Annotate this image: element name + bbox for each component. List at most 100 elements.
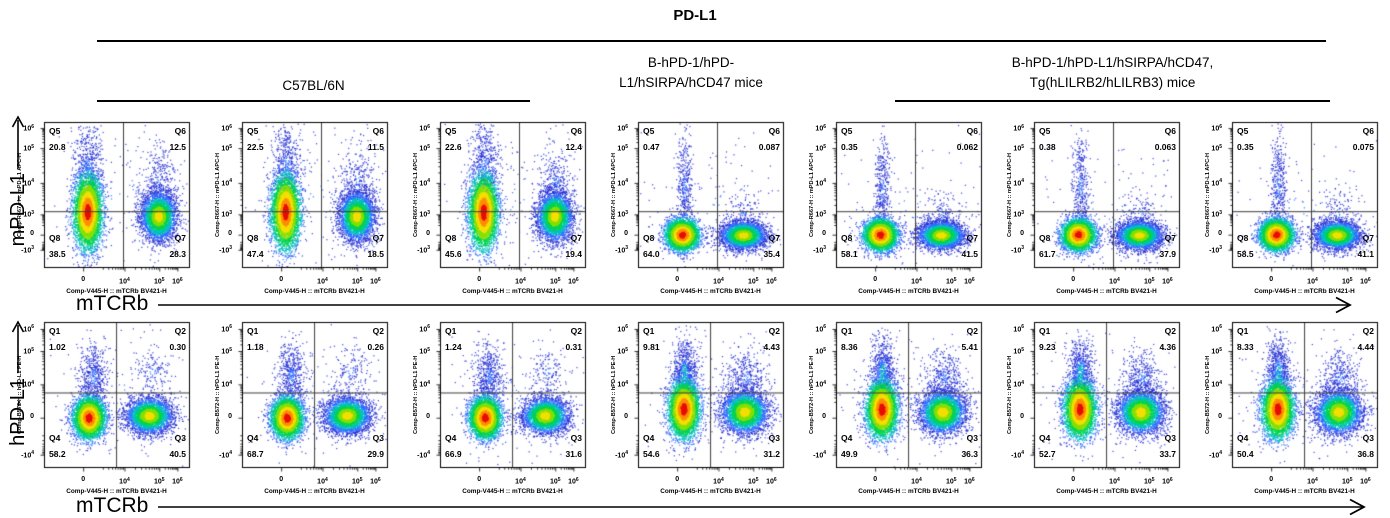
- quadrant-Q1: Q1 8.33: [1237, 326, 1254, 352]
- quadrant-Q4: Q4 54.6: [643, 433, 660, 459]
- quadrant-label: Q6: [768, 126, 780, 136]
- quadrant-value: 37.9: [1159, 249, 1176, 259]
- x-axis-caption: Comp-V445-H :: mTCRb BV421-H: [66, 288, 167, 295]
- quadrant-Q2: Q2 4.43: [720, 326, 780, 352]
- group-header-c57bl6n: C57BL/6N: [97, 76, 530, 96]
- quadrant-Q7: Q7 18.5: [324, 233, 384, 259]
- quadrant-Q8: Q8 58.1: [841, 233, 858, 259]
- y-tick-label: 105: [419, 143, 430, 153]
- quadrant-value: 40.5: [169, 449, 186, 459]
- quadrant-Q4: Q4 58.2: [49, 433, 66, 459]
- quadrant-value: 31.2: [763, 449, 780, 459]
- group-underline: [97, 100, 530, 102]
- x-tick-label: 105: [945, 476, 957, 486]
- quadrant-label: Q7: [1164, 233, 1176, 243]
- y-tick-label: 105: [617, 143, 628, 153]
- y-tick-label: 104: [617, 178, 628, 188]
- quadrant-Q2: Q2 0.30: [126, 326, 186, 352]
- y-tick-label: 0: [426, 229, 430, 237]
- scatter-canvas: [632, 320, 790, 474]
- x-tick-label: 106: [1162, 276, 1173, 286]
- scatter-canvas: [1226, 320, 1384, 474]
- y-tick-label: 0: [1020, 229, 1024, 237]
- x-tick-label: 0: [279, 476, 284, 483]
- scatter-canvas: [1028, 120, 1186, 274]
- x-tick-label: 104: [119, 276, 130, 286]
- x-tick-label: 105: [1341, 476, 1353, 486]
- quadrant-value: 8.36: [841, 342, 858, 352]
- quadrant-label: Q4: [1039, 433, 1051, 443]
- scatter-canvas: [1028, 320, 1186, 474]
- flow-plot: Comp-B572-H :: hPD-L1 PE-H 106 105 104 0 -104…: [0, 318, 198, 496]
- y-axis-caption: Comp-B572-H :: hPD-L1 PE-H: [1205, 355, 1211, 434]
- scatter-canvas: [830, 120, 988, 274]
- row1-y-axis-label: mPD-L1: [3, 115, 33, 273]
- group-header-line: B-hPD-1/hPD-L1/hSIRPA/hCD47,: [1011, 55, 1214, 70]
- quadrant-label: Q3: [372, 433, 384, 443]
- y-tick-label: -104: [1209, 450, 1222, 459]
- x-tick-label: 104: [317, 276, 328, 286]
- x-tick-label: 104: [713, 276, 724, 286]
- quadrant-Q3: Q3 29.9: [324, 433, 384, 459]
- x-tick-label: 106: [370, 476, 381, 486]
- quadrant-value: 0.38: [1039, 142, 1056, 152]
- quadrant-label: Q2: [966, 326, 978, 336]
- y-tick-label: 104: [221, 379, 232, 389]
- y-tick-label: 106: [419, 123, 430, 133]
- quadrant-value: 5.41: [961, 342, 978, 352]
- y-tick-label: -103: [417, 245, 430, 255]
- quadrant-value: 45.6: [445, 249, 462, 259]
- x-tick-label: 104: [317, 476, 328, 486]
- x-tick-label: 105: [1341, 276, 1353, 286]
- x-axis-caption: Comp-V445-H :: mTCRb BV421-H: [1254, 488, 1355, 495]
- flow-plot: Comp-B572-H :: hPD-L1 PE-H 106 105 104 0 -104…: [198, 318, 396, 496]
- quadrant-value: 1.24: [445, 342, 462, 352]
- quadrant-value: 19.4: [565, 249, 582, 259]
- quadrant-label: Q2: [1164, 326, 1176, 336]
- quadrant-value: 4.43: [763, 342, 780, 352]
- y-axis-caption: Comp-B572-H :: hPD-L1 PE-H: [215, 355, 221, 434]
- row2-x-label-text: mTCRb: [76, 494, 149, 517]
- quadrant-value: 36.3: [961, 449, 978, 459]
- quadrant-label: Q1: [445, 326, 457, 336]
- flow-plot: Comp-R667-H :: mPD-L1 APC-H 106 105 104 103 0…: [792, 112, 990, 295]
- y-tick-label: 105: [815, 346, 826, 356]
- plot-row-hpdl1: Comp-B572-H :: hPD-L1 PE-H 106 105 104 0 -104…: [0, 318, 1390, 496]
- x-tick-label: 0: [279, 276, 284, 283]
- y-tick-label: 0: [30, 229, 34, 237]
- quadrant-value: 20.8: [49, 142, 66, 152]
- quadrant-label: Q2: [1362, 326, 1374, 336]
- quadrant-value: 18.5: [367, 249, 384, 259]
- x-axis-caption: Comp-V445-H :: mTCRb BV421-H: [1056, 488, 1157, 495]
- y-tick-label: -104: [21, 450, 34, 459]
- y-tick-label: 104: [815, 379, 826, 389]
- quadrant-label: Q2: [174, 326, 186, 336]
- y-tick-label: -103: [813, 245, 826, 255]
- y-tick-label: 106: [617, 123, 628, 133]
- x-axis-caption: Comp-V445-H :: mTCRb BV421-H: [858, 288, 959, 295]
- quadrant-value: 66.9: [445, 449, 462, 459]
- y-tick-label: 106: [419, 324, 430, 334]
- quadrant-label: Q6: [1164, 126, 1176, 136]
- x-tick-label: 105: [549, 476, 561, 486]
- quadrant-label: Q5: [445, 126, 457, 136]
- y-tick-label: 0: [30, 412, 34, 420]
- quadrant-value: 50.4: [1237, 449, 1254, 459]
- quadrant-Q4: Q4 66.9: [445, 433, 462, 459]
- quadrant-Q1: Q1 1.24: [445, 326, 462, 352]
- quadrant-label: Q6: [1362, 126, 1374, 136]
- scatter-canvas: [1226, 120, 1384, 274]
- quadrant-Q8: Q8 64.0: [643, 233, 660, 259]
- quadrant-value: 1.02: [49, 342, 66, 352]
- quadrant-label: Q7: [768, 233, 780, 243]
- scatter-canvas: [632, 120, 790, 274]
- y-tick-label: -103: [1209, 245, 1222, 255]
- group-header-line: B-hPD-1/hPD-: [647, 55, 735, 70]
- y-tick-label: 104: [1013, 379, 1024, 389]
- scatter-canvas: [236, 120, 394, 274]
- y-axis-caption: Comp-B572-H :: hPD-L1 PE-H: [611, 355, 617, 434]
- y-tick-label: 104: [419, 379, 430, 389]
- x-tick-label: 0: [675, 476, 680, 483]
- quadrant-Q7: Q7 41.1: [1314, 233, 1374, 259]
- quadrant-Q5: Q5 0.35: [841, 126, 858, 152]
